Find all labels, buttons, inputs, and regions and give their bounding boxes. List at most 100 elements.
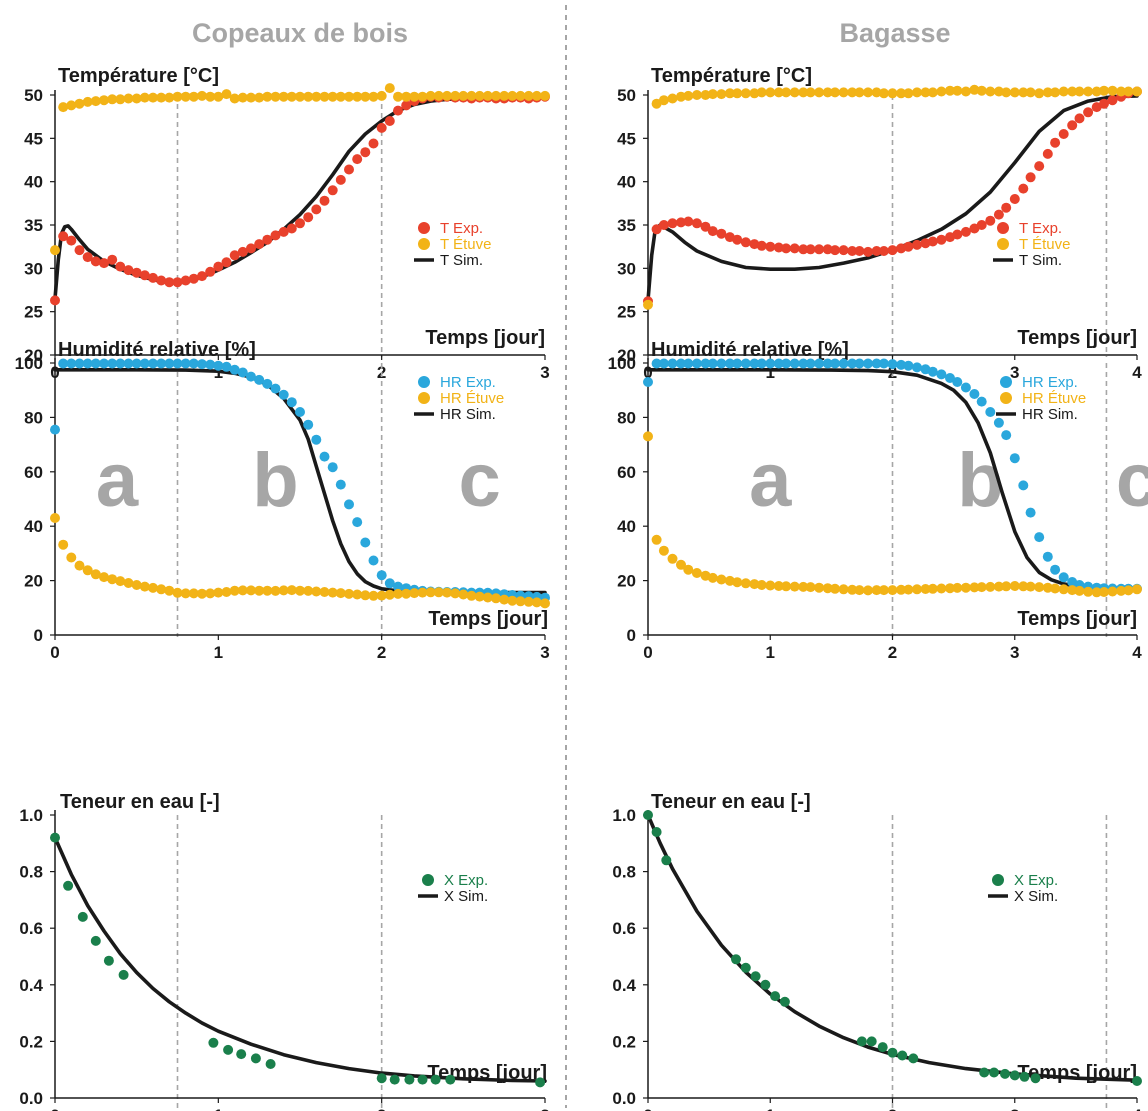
data-point (960, 582, 971, 593)
y-axis-title: Température [°C] (651, 65, 812, 87)
data-point (376, 122, 387, 133)
data-point (90, 96, 101, 107)
data-point (1083, 586, 1094, 597)
data-point (393, 581, 403, 592)
data-point (188, 588, 199, 599)
data-point (278, 585, 289, 596)
data-point (327, 185, 338, 196)
data-point (1025, 172, 1036, 183)
x-tick-label: 4 (1132, 363, 1142, 382)
data-point (1067, 120, 1078, 131)
data-point (756, 87, 767, 98)
data-point (814, 87, 825, 98)
data-point (148, 582, 158, 593)
x-tick-label: 1 (766, 363, 775, 382)
data-point (667, 93, 678, 104)
x-tick-label: 2 (377, 643, 386, 662)
data-point (74, 358, 85, 369)
data-point (99, 358, 109, 369)
data-point (254, 92, 265, 103)
y-tick-label: 45 (24, 129, 43, 148)
data-point (920, 87, 931, 98)
data-point (643, 377, 653, 387)
data-point (197, 359, 207, 370)
data-point (683, 564, 694, 575)
data-point (985, 215, 996, 226)
data-point (205, 588, 216, 599)
y-tick-label: 20 (617, 346, 636, 365)
data-point (295, 585, 305, 596)
data-point (262, 585, 273, 596)
data-point (66, 358, 77, 369)
data-point (1001, 581, 1012, 592)
data-point (854, 246, 865, 256)
data-point (896, 584, 907, 595)
data-point (246, 585, 256, 596)
data-point (188, 273, 199, 284)
data-point (691, 568, 702, 578)
x-tick-label: 3 (540, 363, 549, 382)
data-point (969, 389, 980, 399)
data-point (897, 1050, 908, 1061)
data-point (50, 245, 60, 256)
data-point (773, 358, 784, 369)
data-point (515, 596, 526, 607)
data-point (90, 358, 101, 369)
data-point (270, 91, 281, 102)
series-hr-tuve (50, 513, 550, 609)
data-point (773, 242, 784, 253)
phase-label-b: b (957, 438, 1003, 523)
x-tick-label: 4 (1132, 1106, 1142, 1111)
legend-label: T Exp. (1019, 220, 1062, 237)
data-point (749, 579, 760, 590)
legend-label: T Sim. (1019, 252, 1062, 269)
data-point (376, 1073, 387, 1084)
data-point (507, 595, 518, 606)
data-point (805, 244, 816, 255)
data-point (822, 358, 833, 369)
data-point (221, 257, 232, 268)
legend-label: X Exp. (444, 872, 488, 889)
data-point (384, 578, 395, 589)
data-point (156, 92, 167, 103)
data-point (1083, 86, 1094, 97)
data-point (236, 1049, 247, 1060)
data-point (254, 374, 265, 385)
data-point (90, 256, 101, 267)
data-point (830, 358, 840, 369)
data-point (676, 358, 686, 369)
data-point (676, 91, 686, 102)
data-point (368, 138, 379, 149)
data-point (789, 358, 800, 369)
data-point (384, 83, 395, 94)
data-point (115, 576, 126, 587)
data-point (319, 195, 330, 206)
data-point (205, 91, 216, 102)
data-point (66, 235, 77, 246)
data-point (430, 1074, 441, 1085)
data-point (871, 585, 882, 596)
data-point (781, 243, 792, 254)
chart-wood_HR: a b c 0 20 40 60 80 100 0 1 2 3 Humidité relative [%]… (15, 339, 550, 662)
data-point (82, 358, 93, 369)
data-point (531, 597, 542, 608)
data-point (540, 598, 550, 609)
data-point (376, 570, 387, 581)
data-point (1042, 551, 1053, 562)
y-axis-title: Température [°C] (58, 65, 219, 87)
data-point (246, 243, 256, 254)
data-point (985, 581, 996, 592)
data-point (863, 585, 873, 596)
data-point (756, 240, 767, 251)
data-point (1009, 453, 1020, 464)
data-point (822, 583, 833, 594)
data-point (197, 588, 207, 599)
legend-label: HR Étuve (1022, 390, 1086, 407)
data-point (1116, 585, 1127, 596)
data-point (213, 261, 224, 272)
data-point (482, 90, 493, 101)
y-tick-label: 20 (617, 572, 636, 591)
data-point (667, 358, 678, 369)
